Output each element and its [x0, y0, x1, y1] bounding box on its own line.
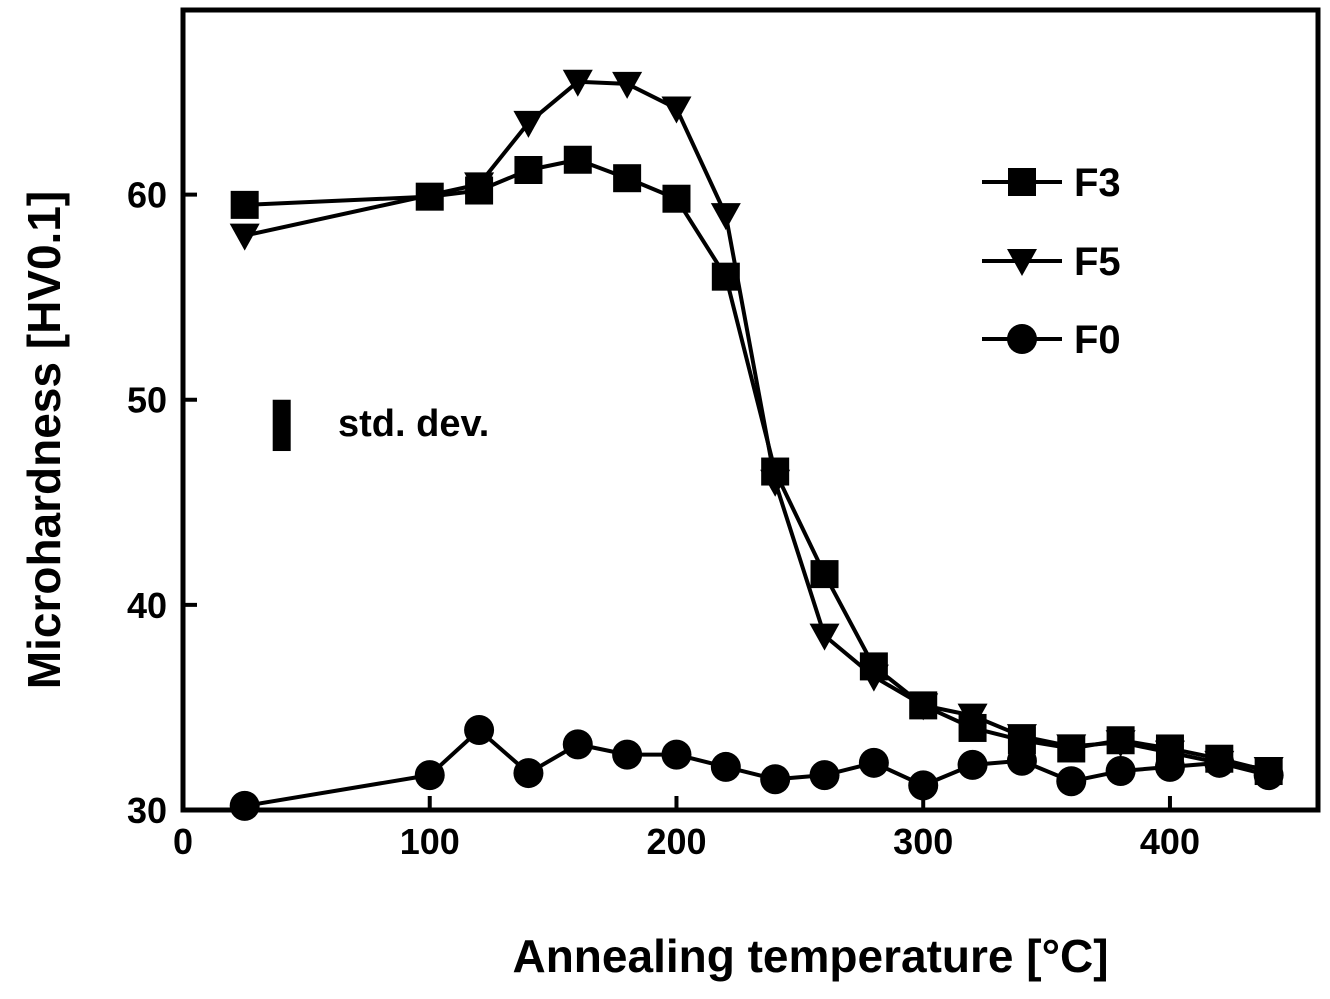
plot-frame — [180, 7, 1321, 813]
axis-ticks: 0 100 200 300 400 30 40 50 60 — [127, 175, 1200, 862]
data-point-f5 — [661, 96, 692, 124]
data-point-f5 — [612, 71, 643, 99]
legend-item-f0: F0 — [982, 318, 1121, 362]
data-point-f5 — [858, 664, 889, 692]
legend-label-f0: F0 — [1074, 318, 1121, 362]
data-point-f5 — [229, 223, 260, 251]
data-point-f5 — [710, 203, 741, 231]
legend-item-f5: F5 — [982, 240, 1121, 284]
data-point-f0 — [464, 715, 495, 745]
series-line-f5 — [244, 79, 1269, 771]
data-point-f5 — [1056, 734, 1087, 762]
x-axis-title: Annealing temperature [°C] — [512, 930, 1108, 982]
std-dev-bar — [272, 399, 291, 452]
x-tick-label: 400 — [1140, 821, 1200, 862]
data-point-f0 — [612, 739, 643, 770]
legend: F3 F5 F0 — [982, 161, 1121, 362]
data-point-f0 — [661, 739, 692, 770]
x-tick-label: 0 — [173, 821, 193, 862]
legend-label-f3: F3 — [1074, 161, 1121, 205]
data-point-f3 — [662, 184, 691, 213]
data-point-f0 — [562, 729, 593, 760]
y-tick-label: 30 — [127, 790, 167, 831]
x-tick-label: 200 — [646, 821, 706, 862]
data-point-f3 — [810, 560, 839, 589]
legend-marker-f5 — [1007, 249, 1037, 276]
data-point-f5 — [1105, 730, 1136, 758]
data-point-f0 — [229, 790, 260, 821]
x-tick-label: 300 — [893, 821, 953, 862]
data-point-f5 — [809, 623, 840, 651]
plot-area — [180, 7, 1321, 813]
data-point-f5 — [464, 172, 495, 200]
data-point-f5 — [760, 469, 791, 497]
data-point-f3 — [514, 156, 543, 184]
data-point-f5 — [1006, 724, 1037, 752]
data-point-f3 — [230, 190, 259, 219]
data-point-f0 — [1253, 760, 1284, 791]
data-point-f5 — [908, 693, 939, 721]
data-point-f0 — [809, 760, 840, 791]
data-point-f0 — [414, 760, 445, 791]
y-tick-label: 50 — [127, 380, 167, 421]
data-point-f5 — [513, 110, 544, 138]
x-tick-label: 100 — [400, 821, 460, 862]
legend-item-f3: F3 — [982, 161, 1121, 205]
data-point-f5 — [562, 69, 593, 97]
data-point-f0 — [1204, 747, 1235, 778]
y-axis-title: Microhardness [HV0.1] — [18, 191, 70, 689]
data-point-f3 — [563, 145, 592, 174]
y-tick-label: 60 — [127, 175, 167, 216]
data-point-f0 — [908, 770, 939, 801]
data-point-f0 — [710, 751, 741, 782]
data-point-f5 — [957, 703, 988, 731]
series-marks — [229, 69, 1284, 821]
data-point-f0 — [1056, 766, 1087, 797]
legend-marker-f3 — [1008, 168, 1036, 196]
data-point-f0 — [513, 758, 544, 789]
data-point-f0 — [1006, 745, 1037, 776]
legend-label-f5: F5 — [1074, 240, 1121, 284]
y-tick-label: 40 — [127, 585, 167, 626]
data-point-f0 — [1105, 756, 1136, 787]
data-point-f0 — [1154, 751, 1185, 782]
data-point-f3 — [613, 164, 642, 193]
series-f3 — [230, 145, 1283, 786]
std-dev-annotation: std. dev. — [272, 399, 489, 452]
data-point-f0 — [858, 747, 889, 778]
legend-marker-f0 — [1007, 324, 1037, 354]
series-f0 — [229, 715, 1284, 821]
data-point-f0 — [760, 764, 791, 795]
data-point-f0 — [957, 749, 988, 780]
std-dev-label: std. dev. — [338, 403, 489, 445]
